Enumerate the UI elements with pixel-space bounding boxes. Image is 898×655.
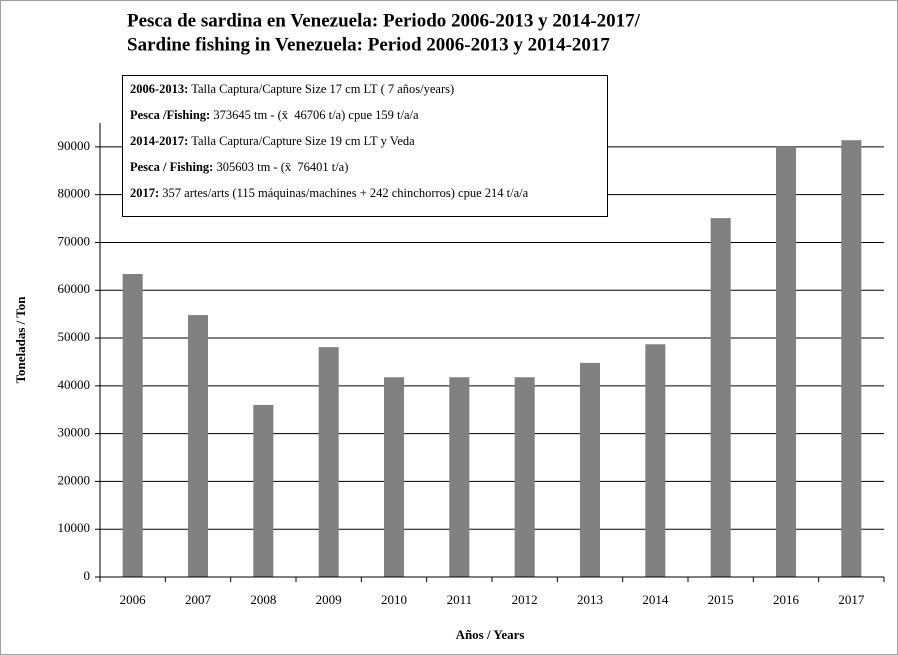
x-tick-label: 2015: [708, 592, 734, 607]
bar: [253, 404, 274, 577]
bar: [384, 377, 404, 577]
annotation-box: [122, 75, 608, 217]
annotation: Pesca /Fishing: 373645 tm - (x̄ 46706 t/…: [130, 108, 419, 122]
annotation-text: Talla Captura/Capture Size 17 cm LT ( 7 …: [188, 82, 454, 96]
y-tick-label: 50000: [58, 329, 91, 344]
x-tick-label: 2013: [577, 592, 603, 607]
bar: [122, 274, 143, 577]
x-tick-label: 2012: [512, 592, 538, 607]
x-axis-label: Años / Years: [456, 627, 525, 642]
y-tick-label: 40000: [58, 377, 91, 392]
bar: [645, 344, 666, 577]
annotation-bold: 2006-2013:: [130, 82, 188, 96]
x-tick-label: 2009: [316, 592, 342, 607]
bar: [514, 377, 535, 577]
x-tick-label: 2017: [838, 592, 865, 607]
chart-title: Pesca de sardina en Venezuela: Periodo 2…: [127, 10, 641, 31]
y-tick-label: 90000: [58, 138, 91, 153]
bar: [318, 347, 339, 577]
annotation: 2006-2013: Talla Captura/Capture Size 17…: [130, 82, 454, 96]
annotation-bold: 2014-2017:: [130, 134, 188, 148]
y-tick-label: 10000: [58, 520, 91, 535]
y-tick-label: 70000: [58, 233, 91, 248]
annotation-bold: Pesca / Fishing:: [130, 160, 213, 174]
bar: [188, 315, 208, 577]
annotation: Pesca / Fishing: 305603 tm - (x̄ 76401 t…: [130, 160, 348, 174]
x-tick-label: 2008: [250, 592, 276, 607]
annotation-text: 357 artes/arts (115 máquinas/machines + …: [159, 186, 528, 200]
x-tick-label: 2010: [381, 592, 407, 607]
bar: [580, 362, 600, 577]
x-tick-label: 2007: [185, 592, 212, 607]
y-tick-label: 60000: [58, 281, 91, 296]
y-tick-label: 20000: [58, 472, 91, 487]
y-axis-label: Toneladas / Ton: [13, 296, 28, 384]
y-tick-label: 80000: [58, 186, 91, 201]
x-tick-label: 2014: [642, 592, 669, 607]
annotation-text: 373645 tm - (x̄ 46706 t/a) cpue 159 t/a/…: [210, 108, 419, 122]
bar: [449, 377, 470, 577]
x-tick-label: 2006: [120, 592, 147, 607]
annotation: 2014-2017: Talla Captura/Capture Size 19…: [130, 134, 415, 148]
bar: [710, 218, 731, 577]
x-tick-label: 2016: [773, 592, 800, 607]
chart-title: Sardine fishing in Venezuela: Period 200…: [127, 34, 610, 55]
bar: [776, 146, 796, 578]
x-tick-label: 2011: [447, 592, 473, 607]
annotation-bold: 2017:: [130, 186, 159, 200]
annotation: 2017: 357 artes/arts (115 máquinas/machi…: [130, 186, 529, 200]
annotation-text: 305603 tm - (x̄ 76401 t/a): [213, 160, 348, 174]
y-tick-label: 30000: [58, 425, 91, 440]
annotation-bold: Pesca /Fishing:: [130, 108, 210, 122]
annotation-text: Talla Captura/Capture Size 19 cm LT y Ve…: [188, 134, 415, 148]
y-tick-label: 0: [84, 568, 91, 583]
bar: [841, 140, 862, 577]
